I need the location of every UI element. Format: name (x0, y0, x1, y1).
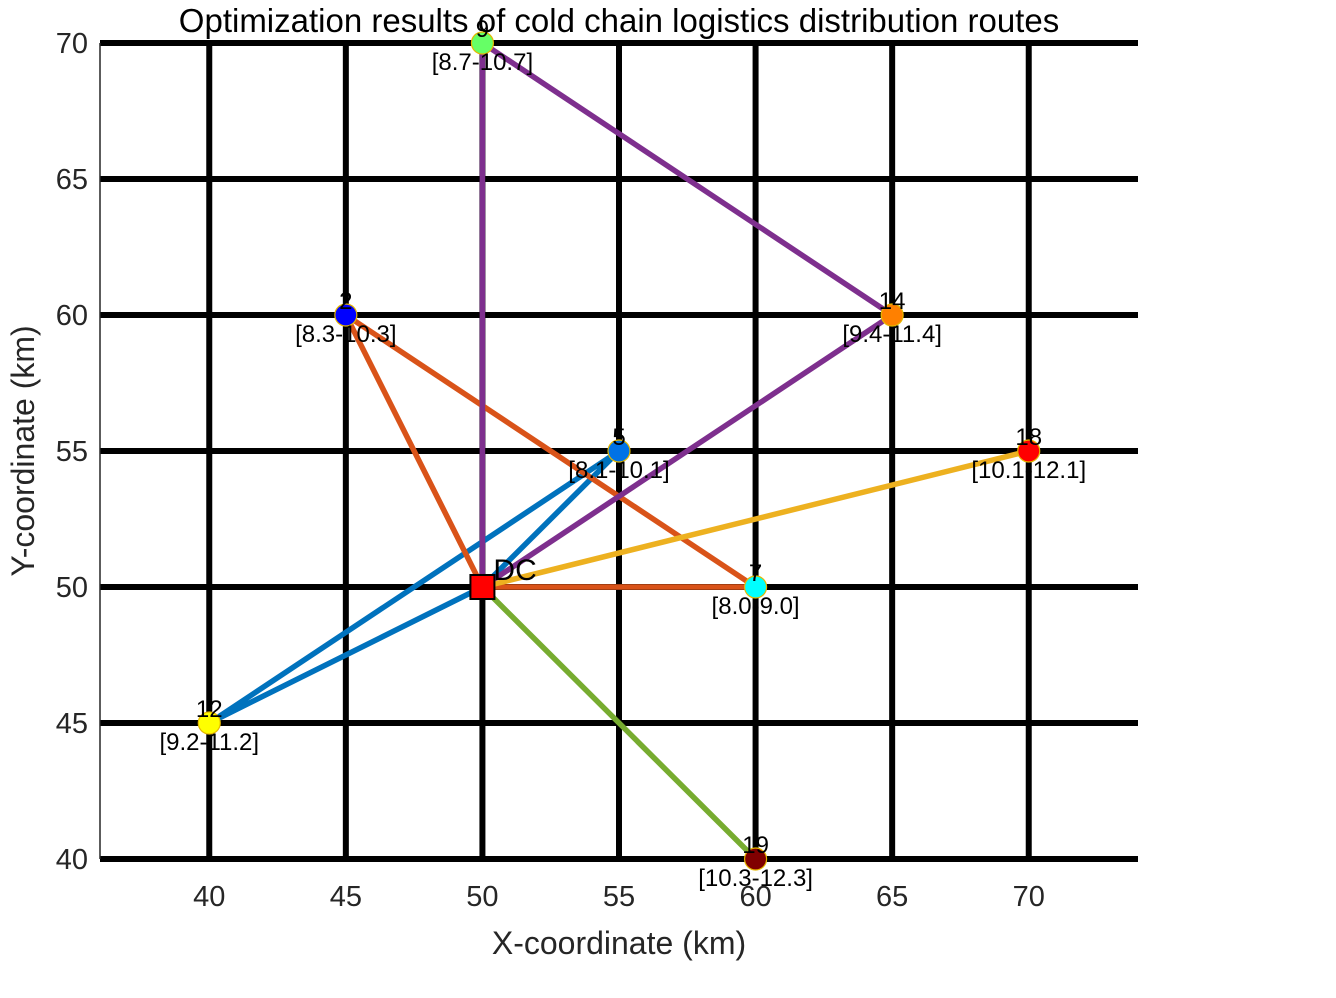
customer-point (743, 847, 768, 871)
y-tick-label: 60 (56, 300, 88, 332)
route-line-3 (479, 40, 895, 590)
route-line-5 (479, 584, 759, 862)
x-tick-label: 70 (1013, 881, 1045, 913)
customer-point (880, 303, 904, 327)
customer-point (607, 439, 631, 463)
customer-point (334, 303, 358, 327)
nodes: 2 [8.3-10.3] 5 [8.1-10.1] 7 [8.0-9.0] 9 [8.7-10… (159, 16, 1086, 892)
route-line-1 (206, 448, 622, 726)
y-tick-label: 45 (56, 708, 88, 740)
depot-label: DC (493, 554, 536, 587)
x-tick-label: 40 (193, 881, 225, 913)
chart-title: Optimization results of cold chain logis… (179, 2, 1059, 39)
x-tick-label: 60 (739, 881, 771, 913)
route-line-2 (343, 312, 759, 590)
customer-id-label: 2 (339, 288, 352, 315)
customer-point (743, 575, 768, 599)
x-tick-label: 50 (466, 881, 498, 913)
y-tick-label: 70 (56, 28, 88, 60)
depot-marker (469, 574, 496, 600)
customer-id-label: 5 (612, 424, 625, 451)
x-tick-label: 45 (330, 881, 362, 913)
customer-point (470, 31, 495, 55)
x-tick-label: 65 (876, 881, 908, 913)
time-window-label: [9.4-11.4] (842, 321, 942, 348)
time-window-label: [8.3-10.3] (295, 321, 396, 348)
customer-id-label: 7 (749, 560, 762, 587)
customer-id-label: 18 (1015, 424, 1042, 451)
time-window-label: [8.7-10.7] (432, 49, 533, 76)
x-axis-label: X-coordinate (km) (492, 925, 746, 961)
customer-point (1017, 439, 1041, 463)
customer-id-label: 12 (196, 696, 223, 723)
customer-point (197, 711, 221, 735)
time-window-label: [10.1-12.1] (971, 457, 1086, 484)
y-tick-label: 40 (56, 844, 88, 876)
time-window-label: [10.3-12.3] (698, 865, 813, 892)
y-tick-label: 55 (56, 436, 88, 468)
y-tick-label: 65 (56, 164, 88, 196)
x-tick-label: 55 (603, 881, 635, 913)
y-axis-label: Y-coordinate (km) (5, 325, 41, 576)
customer-id-label: 19 (742, 832, 769, 859)
time-window-label: [8.0-9.0] (712, 593, 800, 620)
time-window-label: [8.1-10.1] (568, 457, 669, 484)
customer-id-label: 9 (476, 16, 489, 43)
y-tick-label: 50 (56, 572, 88, 604)
routes (206, 40, 1032, 862)
customer-id-label: 14 (879, 288, 906, 315)
grid (100, 40, 1138, 862)
tick-labels: 40 45 50 55 60 65 70 40 45 50 55 60 65 70 (56, 28, 1045, 913)
time-window-label: [9.2-11.2] (159, 729, 259, 756)
route-line-4 (479, 448, 1032, 590)
